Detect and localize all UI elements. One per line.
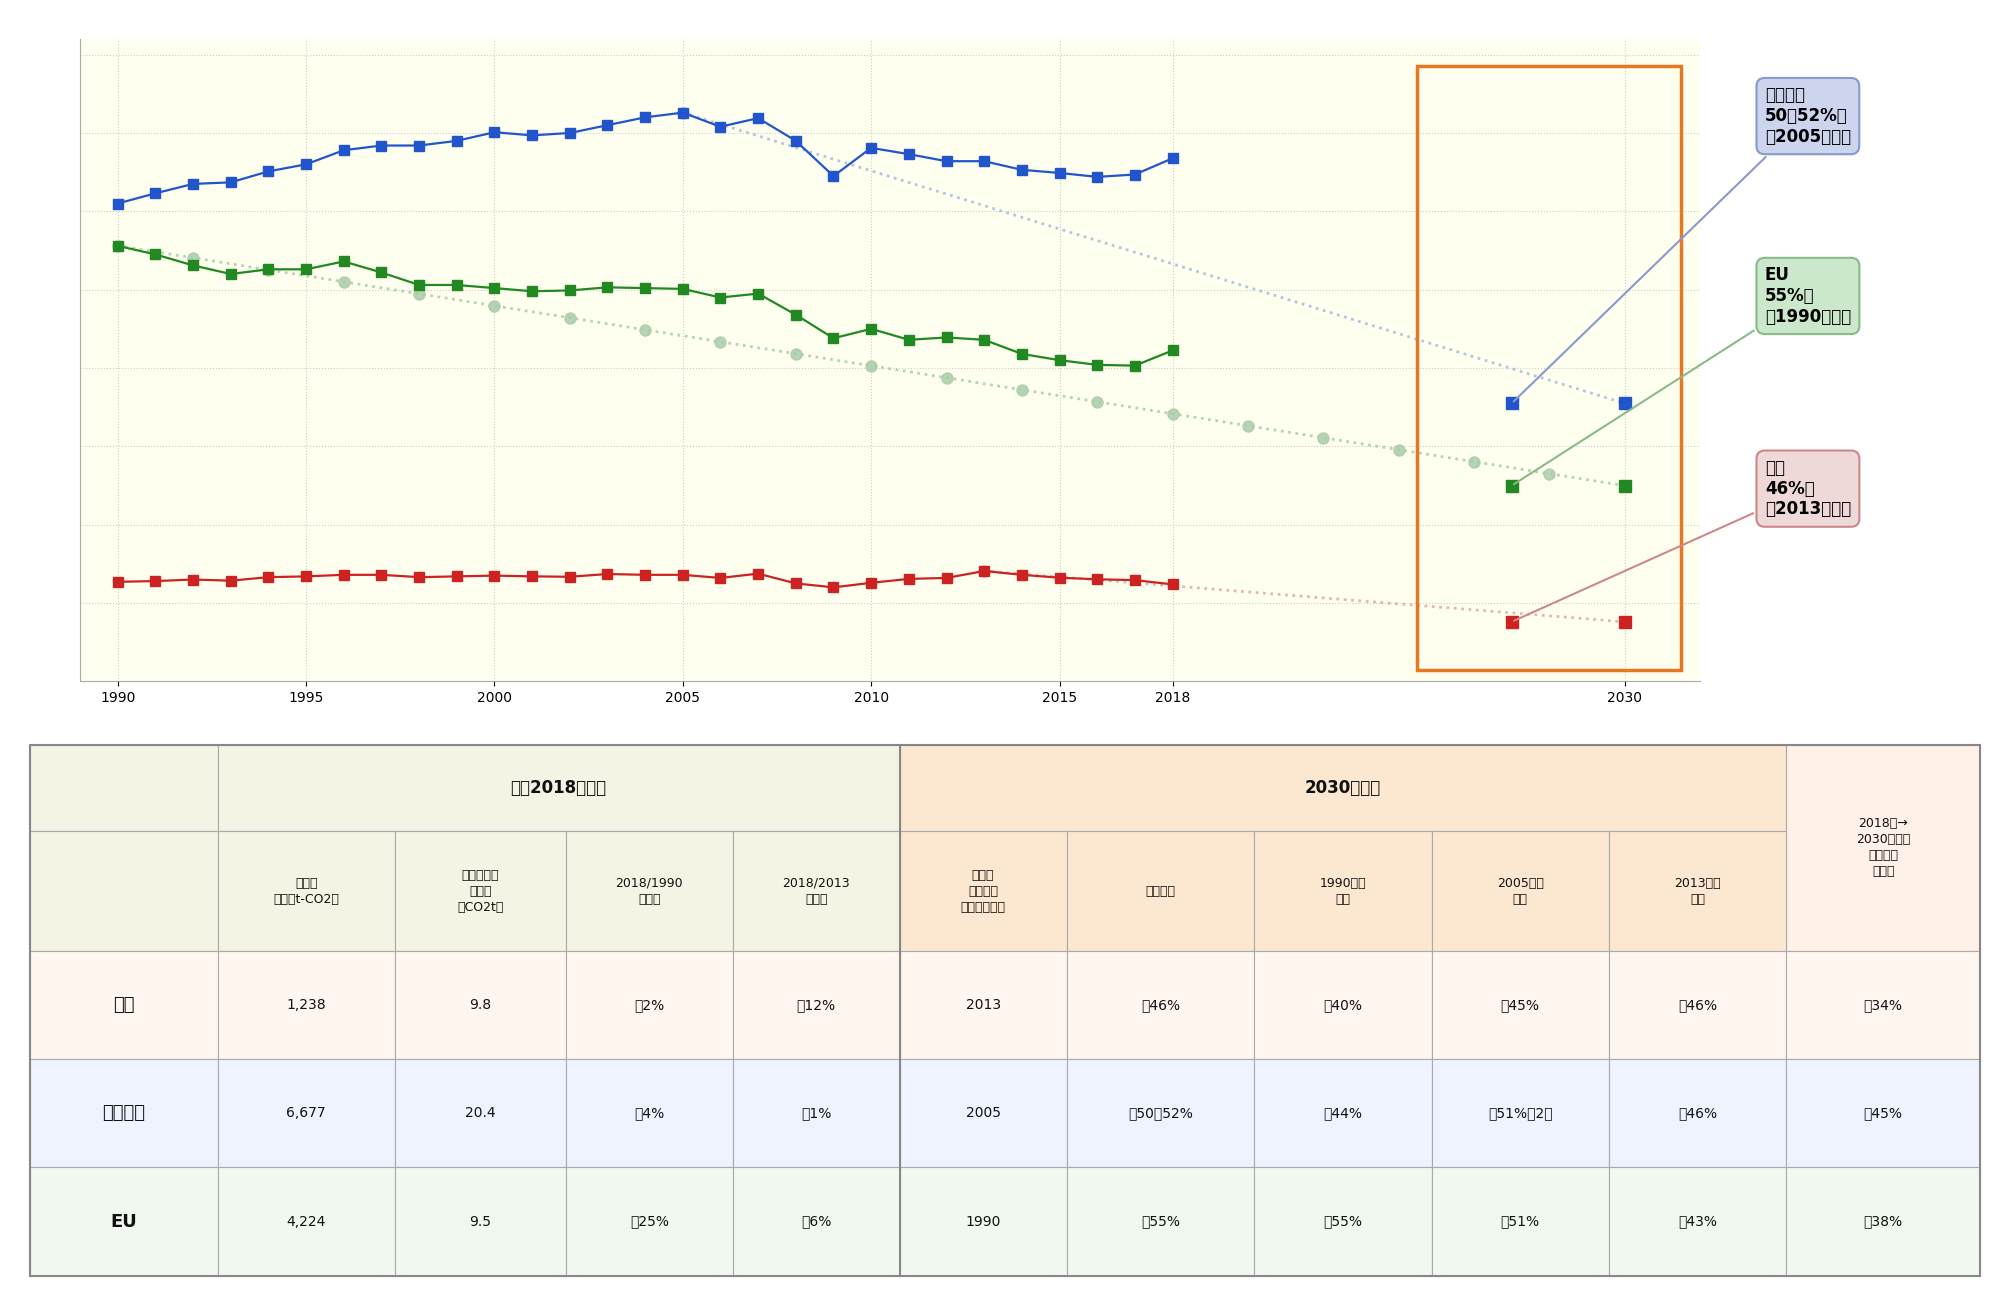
Text: －40%: －40% bbox=[1324, 998, 1362, 1011]
Bar bbox=[1418, 66, 1682, 670]
Text: 2030年目標: 2030年目標 bbox=[1304, 779, 1382, 797]
Bar bbox=[900, 745, 1786, 832]
Text: 2005: 2005 bbox=[966, 1106, 1000, 1121]
Text: 1,238: 1,238 bbox=[286, 998, 326, 1011]
Text: －45%: －45% bbox=[1864, 1106, 1902, 1121]
Text: －43%: －43% bbox=[1678, 1214, 1718, 1228]
Bar bbox=[1786, 1060, 1980, 1167]
Text: －34%: －34% bbox=[1864, 998, 1902, 1011]
Bar bbox=[1254, 832, 1432, 950]
Text: 2013年比
換算: 2013年比 換算 bbox=[1674, 876, 1720, 906]
Bar bbox=[218, 1167, 394, 1275]
Bar bbox=[218, 745, 900, 832]
Bar bbox=[30, 745, 218, 832]
Bar bbox=[1608, 950, 1786, 1060]
Text: －55%: －55% bbox=[1140, 1214, 1180, 1228]
Text: 日本: 日本 bbox=[112, 996, 134, 1014]
Text: 1990: 1990 bbox=[966, 1214, 1000, 1228]
Text: 9.5: 9.5 bbox=[470, 1214, 492, 1228]
Text: －44%: －44% bbox=[1324, 1106, 1362, 1121]
Text: 6,677: 6,677 bbox=[286, 1106, 326, 1121]
Text: 排出量
（百万t-CO2）: 排出量 （百万t-CO2） bbox=[274, 876, 340, 906]
Bar bbox=[900, 950, 1066, 1060]
Text: －25%: －25% bbox=[630, 1214, 668, 1228]
Bar bbox=[1786, 745, 1980, 950]
Text: －51%: －51% bbox=[1500, 1214, 1540, 1228]
Bar bbox=[30, 950, 218, 1060]
Text: －1%: －1% bbox=[802, 1106, 832, 1121]
Bar bbox=[1786, 950, 1980, 1060]
Text: 1990年比
換算: 1990年比 換算 bbox=[1320, 876, 1366, 906]
Text: ＋4%: ＋4% bbox=[634, 1106, 664, 1121]
Bar bbox=[218, 1060, 394, 1167]
Bar bbox=[566, 1167, 732, 1275]
Text: －46%: －46% bbox=[1678, 998, 1718, 1011]
Text: 4,224: 4,224 bbox=[286, 1214, 326, 1228]
Bar bbox=[732, 950, 900, 1060]
Bar bbox=[566, 1060, 732, 1167]
Bar bbox=[218, 950, 394, 1060]
Bar bbox=[1066, 1167, 1254, 1275]
Bar bbox=[394, 1167, 566, 1275]
Bar bbox=[566, 950, 732, 1060]
Bar bbox=[1254, 950, 1432, 1060]
Bar bbox=[1432, 950, 1608, 1060]
Text: アメリカ: アメリカ bbox=[102, 1104, 146, 1122]
Bar bbox=[1432, 1060, 1608, 1167]
Bar bbox=[900, 832, 1066, 950]
Text: 2018/1990
削減率: 2018/1990 削減率 bbox=[616, 876, 684, 906]
Text: EU
55%減
（1990年比）: EU 55%減 （1990年比） bbox=[1514, 266, 1852, 484]
Text: 9.8: 9.8 bbox=[470, 998, 492, 1011]
Bar bbox=[394, 1060, 566, 1167]
Text: －50〜52%: －50〜52% bbox=[1128, 1106, 1192, 1121]
Text: －51%（2）: －51%（2） bbox=[1488, 1106, 1552, 1121]
Text: －46%: －46% bbox=[1140, 998, 1180, 1011]
Bar bbox=[1066, 1060, 1254, 1167]
Text: 直近2018年実績: 直近2018年実績 bbox=[510, 779, 606, 797]
Bar bbox=[900, 1167, 1066, 1275]
Bar bbox=[1254, 1167, 1432, 1275]
Text: EU: EU bbox=[110, 1213, 138, 1231]
Text: 2005年比
換算: 2005年比 換算 bbox=[1496, 876, 1544, 906]
Bar bbox=[30, 832, 218, 950]
Bar bbox=[1066, 832, 1254, 950]
Bar bbox=[1254, 1060, 1432, 1167]
Bar bbox=[732, 832, 900, 950]
Text: 削減目標: 削減目標 bbox=[1146, 884, 1176, 897]
Text: －2%: －2% bbox=[634, 998, 664, 1011]
Bar bbox=[1432, 832, 1608, 950]
Bar bbox=[732, 1060, 900, 1167]
Bar bbox=[30, 1060, 218, 1167]
Text: 2018年→
2030年への
追加削減
必要量: 2018年→ 2030年への 追加削減 必要量 bbox=[1856, 818, 1910, 879]
Bar bbox=[394, 950, 566, 1060]
Text: 基準年
（各国が
任意に設定）: 基準年 （各国が 任意に設定） bbox=[960, 868, 1006, 914]
Text: －45%: －45% bbox=[1500, 998, 1540, 1011]
Bar bbox=[394, 832, 566, 950]
Text: 日本
46%減
（2013年比）: 日本 46%減 （2013年比） bbox=[1514, 459, 1852, 620]
Bar bbox=[732, 1167, 900, 1275]
Bar bbox=[1608, 832, 1786, 950]
Text: －55%: －55% bbox=[1324, 1214, 1362, 1228]
Text: 一人当たり
排出量
（CO2t）: 一人当たり 排出量 （CO2t） bbox=[458, 868, 504, 914]
Bar bbox=[900, 1060, 1066, 1167]
Text: －38%: －38% bbox=[1864, 1214, 1902, 1228]
Text: －46%: －46% bbox=[1678, 1106, 1718, 1121]
Bar bbox=[30, 1167, 218, 1275]
Bar bbox=[1066, 950, 1254, 1060]
Text: －12%: －12% bbox=[796, 998, 836, 1011]
Bar bbox=[218, 832, 394, 950]
Bar bbox=[1786, 1167, 1980, 1275]
Bar bbox=[1608, 1060, 1786, 1167]
Bar bbox=[1432, 1167, 1608, 1275]
Text: アメリカ
50〜52%減
（2005年比）: アメリカ 50〜52%減 （2005年比） bbox=[1514, 86, 1850, 402]
Text: －6%: －6% bbox=[802, 1214, 832, 1228]
Bar bbox=[566, 832, 732, 950]
Bar bbox=[1608, 1167, 1786, 1275]
Text: 20.4: 20.4 bbox=[466, 1106, 496, 1121]
Text: 2013: 2013 bbox=[966, 998, 1000, 1011]
Text: 2018/2013
削減率: 2018/2013 削減率 bbox=[782, 876, 850, 906]
